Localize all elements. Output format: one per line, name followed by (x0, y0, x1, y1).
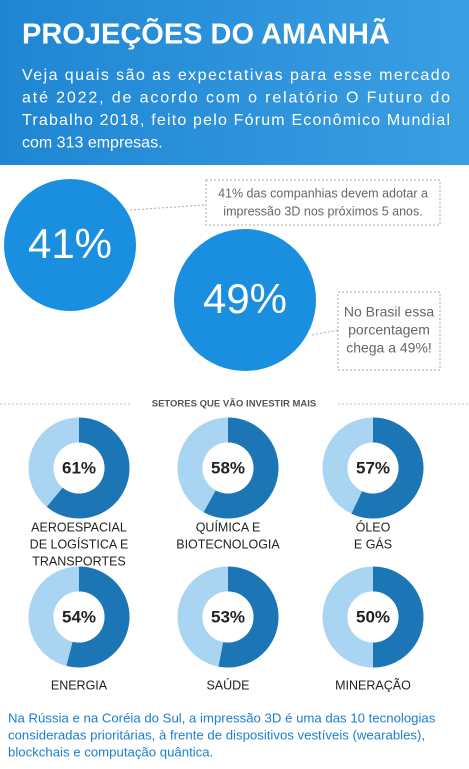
footer-line: blockchais e computação quântica. (8, 744, 213, 759)
stat-value: 41% (28, 220, 112, 267)
callout-text: porcentagem (348, 322, 430, 338)
donut-arc (372, 566, 424, 668)
sector-name: SAÚDE (206, 677, 249, 692)
donut-arc (351, 417, 424, 519)
sector-name: TRANSPORTES (32, 554, 126, 568)
callout-box (337, 291, 441, 371)
sector-name: ÓLEO (356, 519, 391, 534)
callout-text: 41% das companhias devem adotar a (218, 186, 428, 200)
donut-label: 50% (356, 607, 390, 626)
donut-label: 54% (62, 607, 96, 626)
stat-circle (4, 179, 136, 311)
intro-line: Trabalho 2018, feito pelo Fórum Econômic… (22, 112, 450, 129)
donut-label: 57% (356, 458, 390, 477)
callout-box (205, 179, 441, 226)
intro-line: com 313 empresas. (22, 135, 163, 152)
header-bg (0, 0, 469, 165)
donut-arc (218, 566, 279, 668)
donut-hole (53, 442, 105, 494)
donut-hole (53, 591, 105, 643)
sector-name: BIOTECNOLOGIA (176, 537, 280, 551)
sector-name: DE LOGÍSTICA E (30, 536, 129, 551)
sector-name: E GÁS (354, 536, 392, 551)
donut-label: 61% (62, 458, 96, 477)
callout-text: No Brasil essa (344, 304, 434, 320)
stat-value: 49% (203, 275, 287, 322)
footer-line: consideradas prioritárias, à frente de d… (8, 727, 425, 742)
intro-line: até 2022, de acordo com o relatório O Fu… (22, 90, 450, 107)
connector (129, 204, 207, 211)
sector-name: ENERGIA (51, 678, 108, 692)
donut-arc (46, 417, 130, 519)
donut-label: 58% (211, 458, 245, 477)
donut-hole (202, 442, 254, 494)
stat-circle (174, 229, 316, 371)
title: PROJEÇÕES DO AMANHÃ (22, 17, 390, 51)
sectors-title: SETORES QUE VÃO INVESTIR MAIS (152, 399, 317, 410)
donut-hole (347, 591, 399, 643)
donut-arc (203, 417, 279, 519)
donut-hole (202, 591, 254, 643)
donut-arc (66, 566, 130, 668)
sector-name: QUÍMICA E (196, 519, 261, 534)
donut-label: 53% (211, 607, 245, 626)
callout-text: chega a 49%! (346, 340, 432, 356)
sector-name: AEROESPACIAL (31, 520, 127, 534)
callout-text: impressão 3D nos próximos 5 anos. (223, 204, 422, 218)
sector-name: MINERAÇÃO (335, 678, 411, 692)
connector (311, 329, 339, 336)
donut-hole (347, 442, 399, 494)
intro-line: Veja quais são as expectativas para esse… (22, 67, 450, 84)
footer-line: Na Rússia e na Coréia do Sul, a impressã… (8, 710, 436, 725)
